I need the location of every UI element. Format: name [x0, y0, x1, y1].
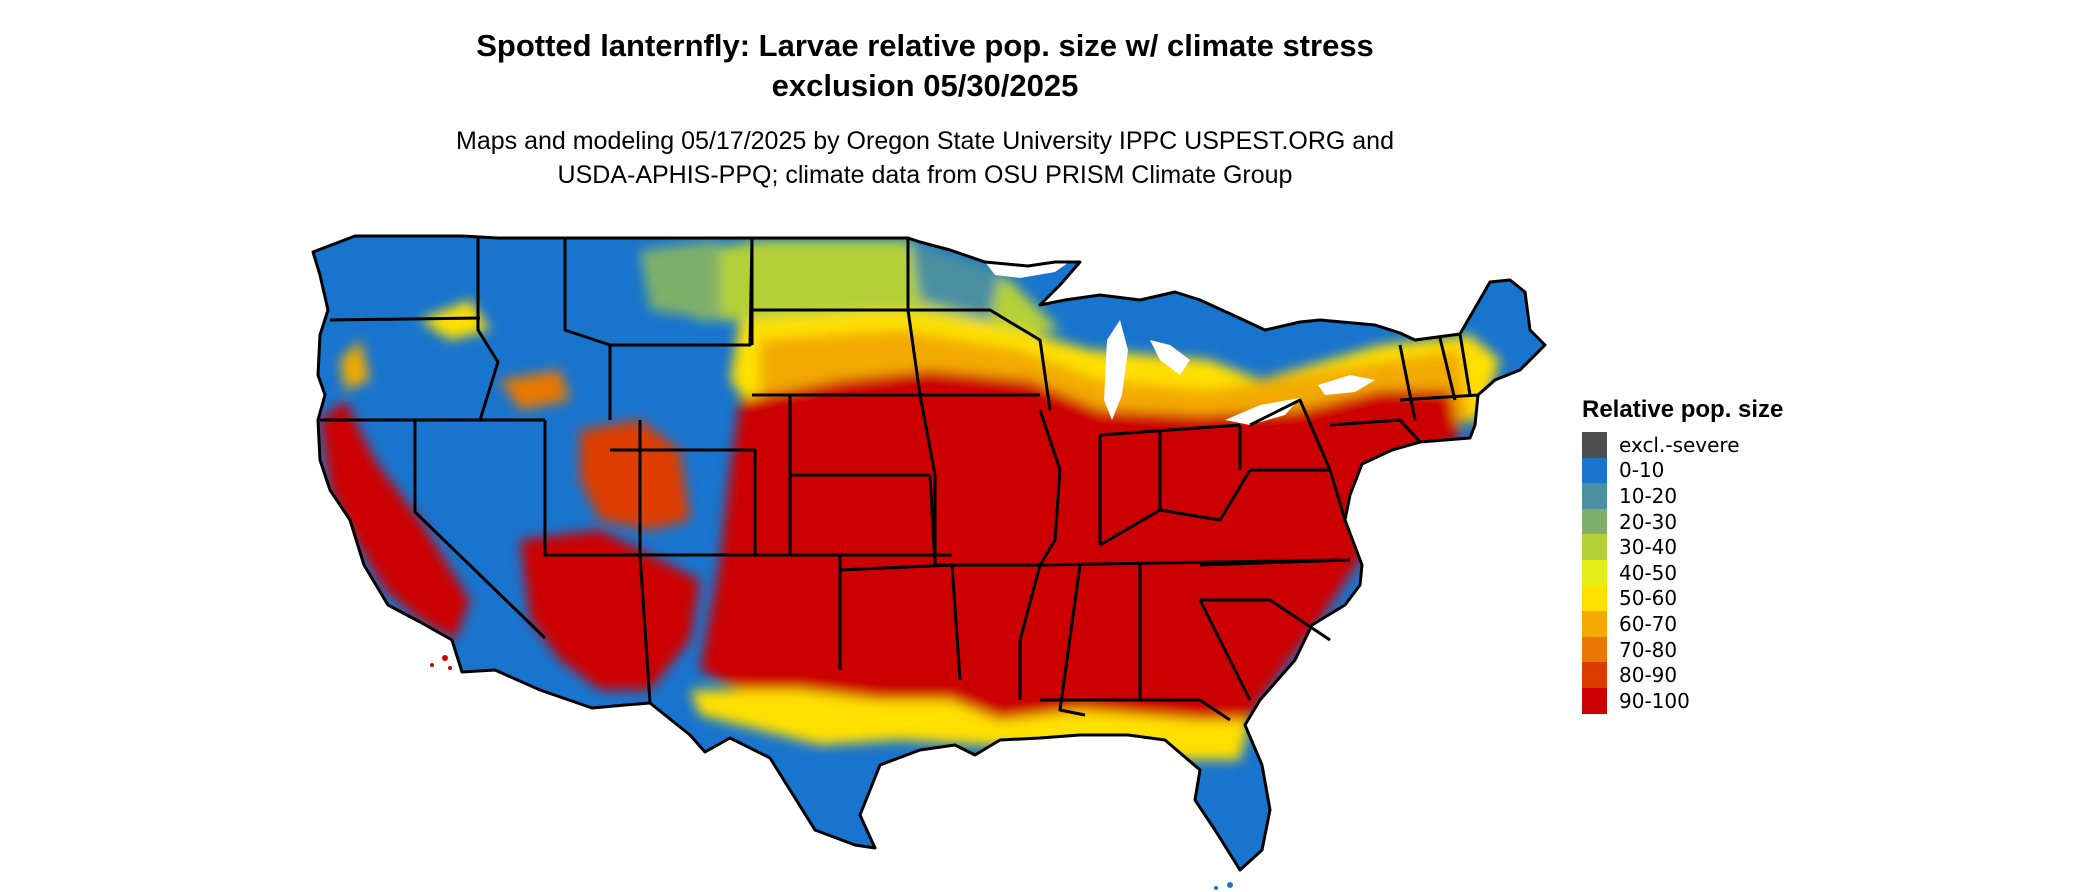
us-map	[311, 234, 1547, 890]
legend-item: 80-90	[1582, 662, 1783, 688]
legend-swatch	[1582, 559, 1607, 586]
legend-swatch	[1582, 432, 1607, 458]
legend-item: 60-70	[1582, 611, 1783, 637]
legend-item: 40-50	[1582, 559, 1783, 586]
legend-swatch	[1582, 687, 1607, 714]
legend-label: 90-100	[1619, 688, 1690, 713]
subtitle-line-1: Maps and modeling 05/17/2025 by Oregon S…	[456, 127, 1394, 155]
legend-swatch	[1582, 508, 1607, 535]
subtitle-line-2: USDA-APHIS-PPQ; climate data from OSU PR…	[557, 161, 1293, 189]
legend-swatch	[1582, 483, 1607, 509]
legend-label: excl.-severe	[1619, 432, 1740, 457]
legend-label: 70-80	[1619, 637, 1678, 662]
legend-item: 0-10	[1582, 457, 1783, 484]
legend-swatch	[1582, 611, 1607, 637]
legend-label: 40-50	[1619, 560, 1678, 585]
legend-label: 50-60	[1619, 586, 1678, 611]
legend-label: 0-10	[1619, 458, 1665, 483]
legend-swatch	[1582, 636, 1607, 663]
legend-item: 10-20	[1582, 483, 1783, 509]
legend: Relative pop. size excl.-severe 0-10 10-…	[1582, 396, 1783, 714]
legend-item: 90-100	[1582, 687, 1783, 714]
legend-items: excl.-severe 0-10 10-20 20-30 30-40 40-5…	[1582, 432, 1783, 714]
legend-label: 10-20	[1619, 483, 1678, 508]
legend-item: 20-30	[1582, 508, 1783, 535]
legend-label: 30-40	[1619, 535, 1678, 560]
title-line-2: exclusion 05/30/2025	[771, 68, 1079, 103]
legend-label: 20-30	[1619, 509, 1678, 534]
map-title: Spotted lanternfly: Larvae relative pop.…	[400, 26, 1450, 106]
legend-swatch	[1582, 534, 1607, 560]
legend-item: 50-60	[1582, 585, 1783, 612]
legend-item: excl.-severe	[1582, 432, 1783, 458]
legend-swatch	[1582, 457, 1607, 484]
legend-label: 60-70	[1619, 611, 1678, 636]
legend-item: 70-80	[1582, 636, 1783, 663]
legend-swatch	[1582, 662, 1607, 688]
legend-item: 30-40	[1582, 534, 1783, 560]
title-line-1: Spotted lanternfly: Larvae relative pop.…	[476, 28, 1374, 63]
legend-swatch	[1582, 585, 1607, 612]
legend-title: Relative pop. size	[1582, 396, 1784, 423]
map-subtitle: Maps and modeling 05/17/2025 by Oregon S…	[380, 124, 1470, 192]
legend-label: 80-90	[1619, 663, 1678, 688]
